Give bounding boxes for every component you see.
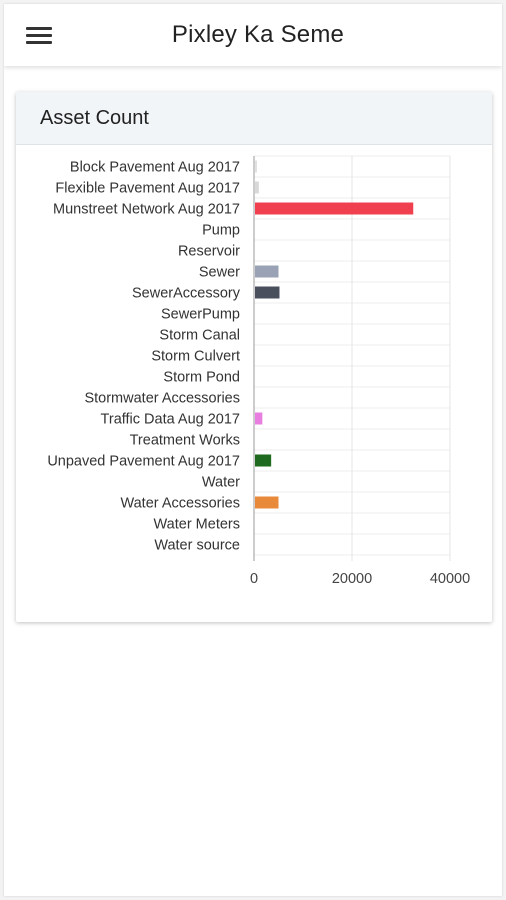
category-label: SewerAccessory [132, 286, 241, 302]
category-label: Reservoir [178, 244, 240, 260]
category-label: Water Meters [154, 517, 240, 533]
bar [255, 202, 414, 215]
card-header: Asset Count [16, 92, 492, 145]
category-label: Water Accessories [120, 496, 240, 512]
category-label: Traffic Data Aug 2017 [101, 412, 240, 428]
bar [255, 496, 279, 509]
hamburger-menu-icon[interactable] [22, 20, 56, 50]
category-label: Storm Culvert [151, 349, 240, 365]
category-label: Stormwater Accessories [84, 391, 240, 407]
menu-line [26, 27, 52, 30]
category-label: Treatment Works [130, 433, 240, 449]
category-label: Storm Pond [163, 370, 240, 386]
page-title: Pixley Ka Seme [171, 21, 345, 48]
menu-line [26, 41, 52, 44]
chart-svg: Block Pavement Aug 2017 Flexible Pavement… [47, 155, 470, 587]
app-bar: Pixley Ka Seme [4, 4, 502, 66]
app-screen: Pixley Ka Seme Asset Count Block Pavemen… [4, 4, 502, 896]
asset-count-chart: Block Pavement Aug 2017 Flexible Pavement… [16, 144, 492, 614]
category-label: SewerPump [161, 307, 240, 323]
category-label: Block Pavement Aug 2017 [70, 160, 240, 176]
category-label: Storm Canal [159, 328, 240, 344]
bar [255, 160, 257, 173]
x-tick-label: 40000 [430, 571, 470, 587]
asset-count-card: Asset Count Block Pavement Aug 2017 Flexi… [16, 92, 492, 622]
card-title: Asset Count [40, 107, 149, 129]
bar [255, 454, 272, 467]
category-label: Flexible Pavement Aug 2017 [55, 181, 240, 197]
bar [255, 412, 263, 425]
bar [255, 286, 280, 299]
category-label: Water [202, 475, 240, 491]
category-label: Munstreet Network Aug 2017 [53, 202, 240, 218]
category-label: Water source [154, 538, 240, 554]
category-label: Sewer [199, 265, 240, 281]
x-tick-label: 0 [250, 571, 258, 587]
category-label: Pump [202, 223, 240, 239]
menu-line [26, 34, 52, 37]
bar [255, 181, 259, 194]
category-label: Unpaved Pavement Aug 2017 [47, 454, 240, 470]
bar [255, 265, 279, 278]
x-tick-label: 20000 [332, 571, 372, 587]
